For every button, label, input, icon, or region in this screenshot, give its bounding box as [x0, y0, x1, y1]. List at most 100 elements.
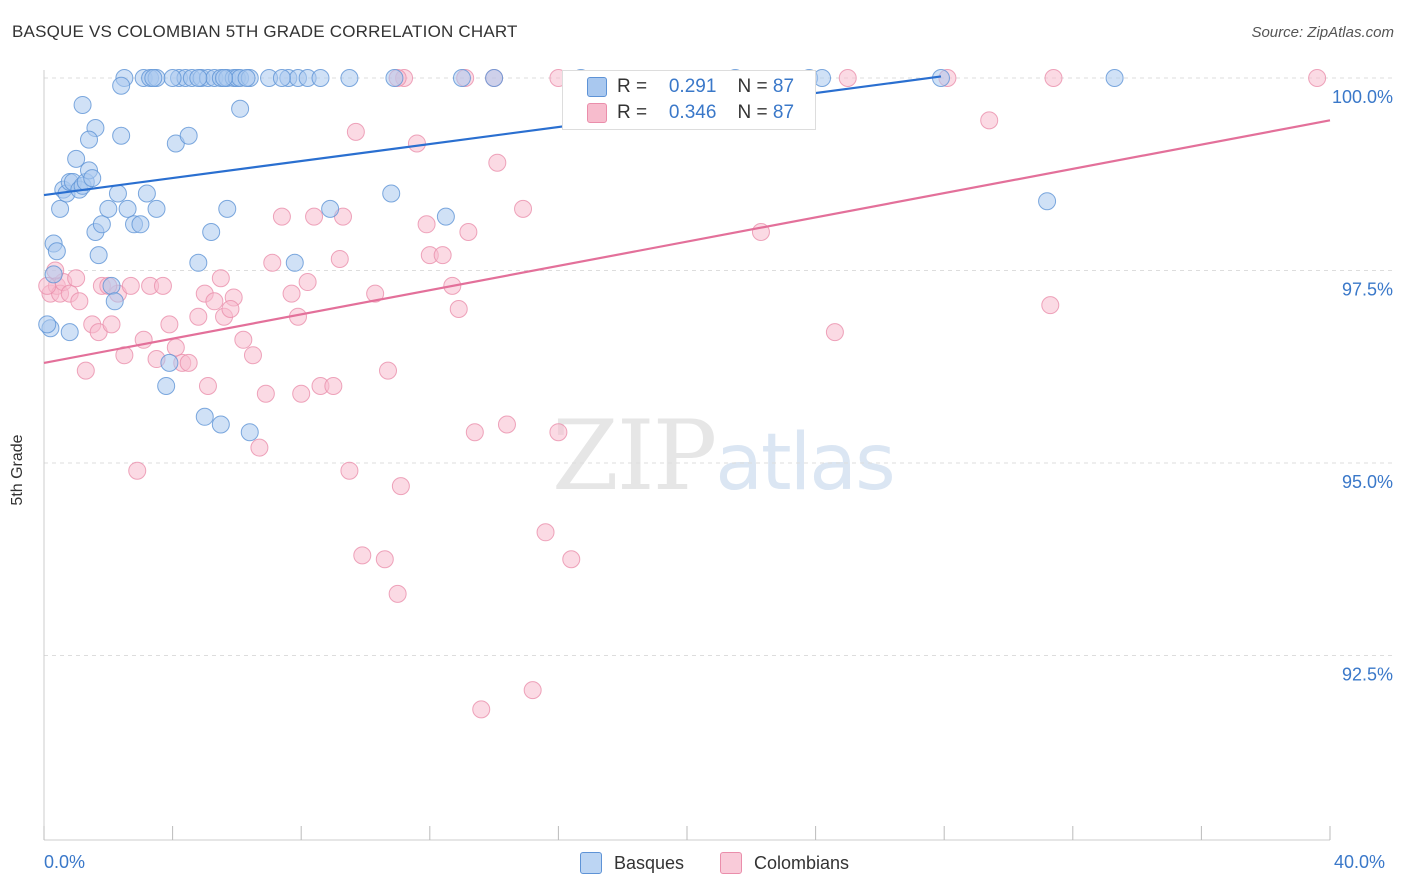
colombian-point [250, 438, 269, 457]
basque-point [118, 199, 137, 218]
legend-label-basques: Basques [614, 852, 685, 873]
colombian-point [433, 246, 452, 265]
basque-point [485, 69, 504, 87]
basque-point [813, 69, 832, 87]
colombian-point [256, 384, 275, 403]
colombian-point [366, 284, 385, 303]
source-label: Source: ZipAtlas.com [1251, 24, 1394, 41]
colombian-point [263, 253, 282, 272]
colombian-point [375, 550, 394, 569]
colombian-point [292, 384, 311, 403]
stats-legend: R = 0.291 N = 87 R = 0.346 N = 87 [562, 70, 816, 130]
basque-point [195, 407, 214, 426]
basque-point [44, 265, 63, 284]
basque-point [385, 69, 404, 87]
basque-point [112, 126, 131, 145]
colombian-point [128, 461, 147, 480]
basque-point [157, 377, 176, 395]
colombian-point [417, 215, 436, 234]
basque-point [67, 149, 86, 168]
colombian-point [497, 415, 516, 434]
basque-point [189, 69, 208, 87]
basque-point [1105, 69, 1124, 87]
basque-point [321, 199, 340, 218]
basque-point [47, 242, 66, 261]
basque-point [144, 69, 163, 87]
basque-point [80, 130, 99, 149]
colombian-trend-line [43, 119, 1331, 364]
basque-point [382, 184, 401, 203]
basque-point [73, 95, 92, 114]
legend-row-colombians: R = 0.346 N = 87 [587, 101, 794, 125]
y-tick-label: 100.0% [1332, 87, 1393, 107]
x-tick-label-min: 0.0% [44, 852, 86, 872]
colombian-point [1308, 69, 1327, 87]
y-tick-label: 92.5% [1342, 665, 1393, 685]
grid [44, 77, 1395, 656]
colombian-swatch [587, 103, 607, 123]
colombian-point [121, 276, 140, 295]
legend-n-value: 87 [772, 76, 795, 97]
colombian-point [205, 292, 224, 311]
basque-point [240, 423, 259, 442]
colombian-point [189, 307, 208, 326]
basque-point [311, 69, 330, 87]
y-tick-labels: 100.0% 97.5% 95.0% 92.5% [1332, 87, 1393, 685]
colombian-point [282, 284, 301, 303]
colombian-point [388, 584, 407, 603]
basque-point [231, 99, 250, 118]
colombian-point [346, 122, 365, 141]
basque-point [51, 199, 70, 218]
basque-point [237, 69, 256, 87]
colombian-point [825, 323, 844, 342]
colombian-point [514, 199, 533, 218]
colombian-point [211, 269, 230, 288]
basque-point [272, 69, 291, 87]
basque-point [105, 292, 124, 311]
basque-point [179, 126, 198, 145]
basque-point [340, 69, 359, 87]
colombian-point [330, 249, 349, 268]
basque-point [452, 69, 471, 87]
colombian-point [340, 461, 359, 480]
y-tick-label: 95.0% [1342, 472, 1393, 492]
basque-point [108, 184, 127, 203]
basque-point [112, 76, 131, 95]
basque-point [189, 253, 208, 272]
colombian-point [198, 377, 217, 395]
chart-title: BASQUE VS COLOMBIAN 5TH GRADE CORRELATIO… [12, 22, 518, 41]
basque-point [211, 415, 230, 434]
colombian-point [234, 330, 253, 349]
series-legend: Basques Colombians [0, 852, 1406, 876]
colombian-point [523, 681, 542, 700]
watermark-zip: ZIP [552, 400, 717, 512]
colombian-legend-swatch [720, 852, 742, 874]
watermark: ZIPatlas [552, 400, 896, 512]
colombian-point [353, 546, 372, 565]
colombian-point [449, 300, 468, 318]
colombian-point [407, 134, 426, 153]
colombian-point [160, 315, 179, 334]
basque-point [137, 184, 156, 203]
legend-row-basques: R = 0.291 N = 87 [587, 75, 794, 99]
basque-point [160, 353, 179, 372]
basque-point [131, 215, 150, 234]
basque-point [218, 199, 237, 218]
basque-point [163, 69, 182, 87]
legend-r-value: 0.346 [668, 102, 717, 123]
colombian-point [179, 353, 198, 372]
colombian-point [472, 700, 491, 719]
colombian-point [70, 292, 89, 311]
legend-item-basques: Basques [580, 852, 684, 874]
basque-point [215, 69, 234, 87]
colombian-point [980, 111, 999, 130]
colombian-point [379, 361, 398, 380]
basque-swatch [587, 77, 607, 97]
colombian-point [549, 423, 568, 442]
legend-n-value: 87 [772, 102, 795, 123]
legend-r-label: R = [617, 76, 648, 97]
colombian-point [166, 338, 185, 357]
basque-point [83, 169, 102, 188]
colombian-point [324, 377, 343, 395]
